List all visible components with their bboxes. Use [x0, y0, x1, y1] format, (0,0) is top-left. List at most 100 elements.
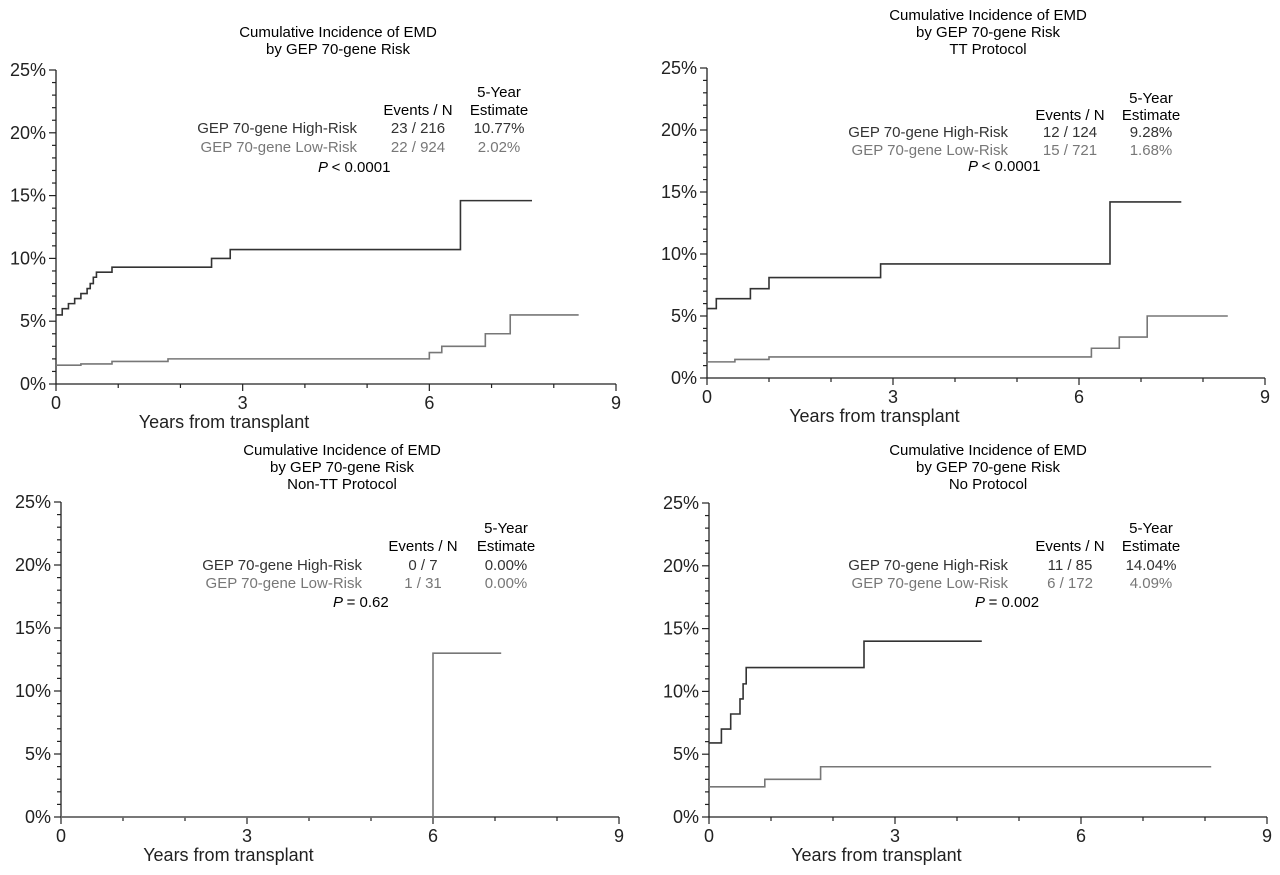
x-tick-label: 0	[56, 826, 66, 846]
y-tick-label: 10%	[663, 681, 699, 701]
y-tick-label: 5%	[25, 744, 51, 764]
chart-title-line: by GEP 70-gene Risk	[916, 459, 1060, 476]
chart-title-line: by GEP 70-gene Risk	[270, 459, 414, 476]
legend-entry-estimate: 10.77%	[474, 120, 525, 137]
legend-header-events: Events / N	[1035, 538, 1104, 555]
chart-title-line: by GEP 70-gene Risk	[266, 41, 410, 58]
p-value-annotation: P = 0.62	[333, 594, 389, 611]
legend-entry-label: GEP 70-gene High-Risk	[848, 557, 1008, 574]
legend-header-estimate-line2: Estimate	[477, 538, 535, 555]
x-tick-label: 9	[614, 826, 624, 846]
chart-title-line: Cumulative Incidence of EMD	[889, 442, 1087, 459]
p-value-label: P	[975, 594, 989, 611]
high-risk-curve	[56, 199, 532, 316]
y-tick-label: 20%	[15, 555, 51, 575]
x-tick-label: 6	[1076, 826, 1086, 846]
low-risk-curve	[61, 652, 502, 818]
legend-entry-events: 11 / 85	[1048, 557, 1093, 574]
x-axis-label: Years from transplant	[143, 845, 313, 865]
legend-header-estimate-line1: 5-Year	[484, 520, 528, 537]
x-tick-label: 0	[51, 393, 61, 413]
y-tick-label: 10%	[10, 248, 46, 268]
chart-title-line: Cumulative Incidence of EMD	[889, 7, 1087, 24]
legend-entry-estimate: 0.00%	[485, 575, 528, 592]
y-tick-label: 15%	[15, 618, 51, 638]
legend-entry-estimate: 1.68%	[1130, 142, 1173, 159]
x-tick-label: 6	[424, 393, 434, 413]
legend-entry-events: 23 / 216	[391, 120, 445, 137]
y-tick-label: 25%	[10, 60, 46, 80]
p-value-annotation: P < 0.0001	[968, 158, 1040, 175]
x-tick-label: 9	[611, 393, 621, 413]
legend-entry-estimate: 2.02%	[478, 139, 521, 156]
y-tick-label: 5%	[671, 306, 697, 326]
y-tick-label: 10%	[661, 244, 697, 264]
p-value-label: P	[968, 158, 982, 175]
x-tick-label: 3	[888, 387, 898, 407]
y-tick-label: 5%	[20, 311, 46, 331]
y-tick-label: 25%	[663, 493, 699, 513]
legend-entry-events: 1 / 31	[404, 575, 442, 592]
p-value-number: < 0.0001	[332, 159, 391, 176]
legend-entry-events: 22 / 924	[391, 139, 445, 156]
low-risk-curve	[709, 765, 1212, 788]
y-tick-label: 15%	[10, 186, 46, 206]
legend-header-estimate-line1: 5-Year	[1129, 520, 1173, 537]
y-tick-label: 15%	[663, 619, 699, 639]
x-tick-label: 9	[1260, 387, 1270, 407]
p-value-number: = 0.002	[989, 594, 1039, 611]
y-tick-label: 15%	[661, 182, 697, 202]
x-axis-label: Years from transplant	[139, 412, 309, 432]
p-value-annotation: P = 0.002	[975, 594, 1039, 611]
legend-header-events: Events / N	[388, 538, 457, 555]
legend-entry-label: GEP 70-gene High-Risk	[848, 124, 1008, 141]
y-tick-label: 10%	[15, 681, 51, 701]
legend-header-estimate-line1: 5-Year	[477, 84, 521, 101]
y-tick-label: 0%	[25, 807, 51, 827]
legend-entry-events: 0 / 7	[408, 557, 437, 574]
legend-entry-estimate: 9.28%	[1130, 124, 1173, 141]
high-risk-curve	[707, 201, 1182, 310]
legend-entry-label: GEP 70-gene High-Risk	[202, 557, 362, 574]
chart-title-line: TT Protocol	[949, 41, 1026, 58]
y-tick-label: 0%	[20, 374, 46, 394]
legend-header-estimate-line2: Estimate	[470, 102, 528, 119]
legend-header-estimate-line1: 5-Year	[1129, 90, 1173, 107]
low-risk-curve	[707, 315, 1228, 363]
chart-title-line: Non-TT Protocol	[287, 476, 397, 493]
y-tick-label: 20%	[663, 556, 699, 576]
y-tick-label: 20%	[10, 123, 46, 143]
x-tick-label: 3	[242, 826, 252, 846]
low-risk-curve	[56, 314, 579, 366]
chart-title-line: Cumulative Incidence of EMD	[243, 442, 441, 459]
x-tick-label: 9	[1262, 826, 1272, 846]
legend-entry-label: GEP 70-gene High-Risk	[197, 120, 357, 137]
legend-entry-label: GEP 70-gene Low-Risk	[201, 139, 358, 156]
x-tick-label: 0	[702, 387, 712, 407]
legend-entry-estimate: 0.00%	[485, 557, 528, 574]
chart-title-line: No Protocol	[949, 476, 1027, 493]
x-tick-label: 6	[428, 826, 438, 846]
high-risk-curve	[709, 640, 982, 744]
legend-entry-estimate: 14.04%	[1126, 557, 1177, 574]
y-tick-label: 5%	[673, 744, 699, 764]
legend-entry-events: 6 / 172	[1047, 575, 1093, 592]
y-tick-label: 20%	[661, 120, 697, 140]
legend-entry-label: GEP 70-gene Low-Risk	[206, 575, 363, 592]
chart-title-line: by GEP 70-gene Risk	[916, 24, 1060, 41]
p-value-label: P	[318, 159, 332, 176]
x-axis-label: Years from transplant	[789, 406, 959, 426]
legend-entry-estimate: 4.09%	[1130, 575, 1173, 592]
y-tick-label: 0%	[673, 807, 699, 827]
y-tick-label: 25%	[661, 58, 697, 78]
legend-header-events: Events / N	[383, 102, 452, 119]
legend-entry-label: GEP 70-gene Low-Risk	[852, 142, 1009, 159]
x-tick-label: 6	[1074, 387, 1084, 407]
legend-entry-label: GEP 70-gene Low-Risk	[852, 575, 1009, 592]
x-tick-label: 3	[890, 826, 900, 846]
legend-header-events: Events / N	[1035, 107, 1104, 124]
